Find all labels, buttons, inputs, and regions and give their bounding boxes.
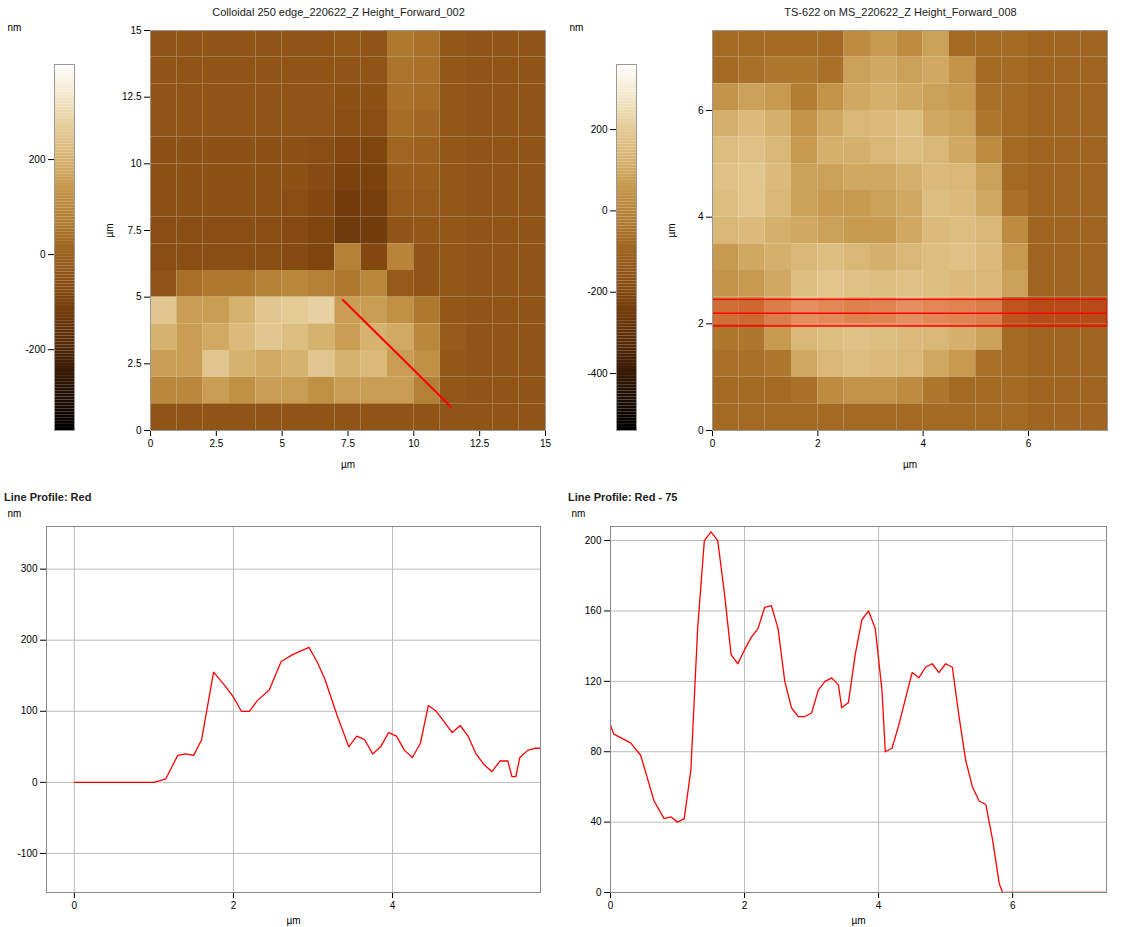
svg-text:µm: µm xyxy=(104,223,115,237)
svg-text:10: 10 xyxy=(130,158,142,169)
svg-text:nm: nm xyxy=(8,22,22,33)
svg-text:200: 200 xyxy=(29,154,46,165)
svg-text:5: 5 xyxy=(136,291,142,302)
svg-text:2: 2 xyxy=(815,438,821,449)
svg-text:4: 4 xyxy=(698,211,704,222)
svg-text:0: 0 xyxy=(40,249,46,260)
svg-text:4: 4 xyxy=(390,900,396,911)
svg-text:7.5: 7.5 xyxy=(341,438,355,449)
svg-text:160: 160 xyxy=(585,605,602,616)
svg-text:2: 2 xyxy=(742,900,748,911)
svg-text:6: 6 xyxy=(1010,900,1016,911)
svg-text:15: 15 xyxy=(130,25,142,36)
svg-text:2: 2 xyxy=(231,900,237,911)
svg-text:µm: µm xyxy=(666,223,677,237)
svg-text:10: 10 xyxy=(408,438,420,449)
svg-text:6: 6 xyxy=(698,105,704,116)
svg-text:4: 4 xyxy=(920,438,926,449)
svg-text:0: 0 xyxy=(602,205,608,216)
svg-text:100: 100 xyxy=(21,705,38,716)
svg-text:µm: µm xyxy=(903,459,917,470)
svg-text:nm: nm xyxy=(572,508,586,519)
svg-text:nm: nm xyxy=(570,22,584,33)
svg-text:2.5: 2.5 xyxy=(209,438,223,449)
svg-text:12.5: 12.5 xyxy=(122,91,142,102)
svg-text:0: 0 xyxy=(32,777,38,788)
svg-text:7.5: 7.5 xyxy=(128,225,142,236)
svg-text:2.5: 2.5 xyxy=(128,358,142,369)
html-text:TS-622 on MS_220622_Z Height_F: TS-622 on MS_220622_Z Height_Forward_008 xyxy=(784,6,1017,18)
svg-text:µm: µm xyxy=(286,915,300,926)
svg-text:-100: -100 xyxy=(17,848,37,859)
svg-text:nm: nm xyxy=(8,508,22,519)
svg-text:-200: -200 xyxy=(25,344,45,355)
svg-text:0: 0 xyxy=(136,425,142,436)
svg-text:5: 5 xyxy=(279,438,285,449)
svg-text:4: 4 xyxy=(876,900,882,911)
svg-text:40: 40 xyxy=(590,816,602,827)
svg-text:200: 200 xyxy=(21,634,38,645)
svg-text:80: 80 xyxy=(590,746,602,757)
svg-text:120: 120 xyxy=(585,676,602,687)
svg-text:0: 0 xyxy=(608,900,614,911)
svg-text:0: 0 xyxy=(72,900,78,911)
svg-text:0: 0 xyxy=(596,887,602,898)
html-text:Line Profile: Red: Line Profile: Red xyxy=(4,491,92,503)
svg-text:0: 0 xyxy=(698,425,704,436)
html-text:Line Profile: Red - 75: Line Profile: Red - 75 xyxy=(568,491,678,503)
svg-text:2: 2 xyxy=(698,318,704,329)
svg-text:µm: µm xyxy=(851,915,865,926)
html-text:Colloidal 250 edge_220622_Z He: Colloidal 250 edge_220622_Z Height_Forwa… xyxy=(212,6,465,18)
svg-text:6: 6 xyxy=(1026,438,1032,449)
svg-text:-200: -200 xyxy=(587,286,607,297)
svg-text:300: 300 xyxy=(21,563,38,574)
svg-text:12.5: 12.5 xyxy=(470,438,490,449)
svg-text:-400: -400 xyxy=(587,368,607,379)
svg-text:µm: µm xyxy=(341,459,355,470)
svg-text:200: 200 xyxy=(585,535,602,546)
svg-text:0: 0 xyxy=(148,438,154,449)
svg-text:15: 15 xyxy=(540,438,552,449)
svg-text:200: 200 xyxy=(591,124,608,135)
svg-text:0: 0 xyxy=(710,438,716,449)
